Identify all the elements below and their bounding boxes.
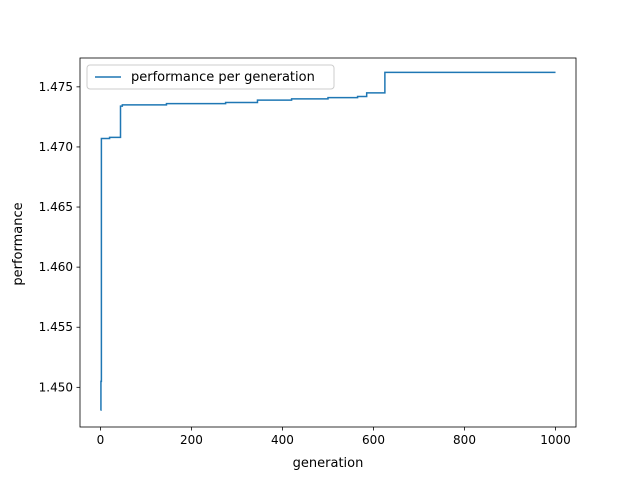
axes-frame xyxy=(79,57,577,428)
legend-entry-label: performance per generation xyxy=(131,70,315,85)
y-tick-label: 1.465 xyxy=(39,200,73,214)
plot-area xyxy=(100,71,556,411)
series-line-0 xyxy=(100,71,556,411)
y-tick-label: 1.475 xyxy=(39,80,73,94)
x-tick-label: 800 xyxy=(453,433,476,447)
legend-box xyxy=(86,64,335,90)
y-tick-label: 1.470 xyxy=(39,140,73,154)
x-tick-label: 0 xyxy=(97,433,105,447)
y-tick-label: 1.450 xyxy=(39,380,73,394)
y-tick-label: 1.460 xyxy=(39,260,73,274)
x-tick-label: 400 xyxy=(271,433,294,447)
y-axis-label: performance xyxy=(11,202,26,285)
y-tick-label: 1.455 xyxy=(39,320,73,334)
axes: 0 200 400 600 800 1000 1.450 1.455 1.460 1.465 1.4… xyxy=(39,57,577,447)
x-tick-label: 200 xyxy=(180,433,203,447)
x-axis-label: generation xyxy=(293,456,364,471)
legend: performance per generation xyxy=(86,64,335,90)
x-tick-label: 600 xyxy=(362,433,385,447)
x-tick-label: 1000 xyxy=(540,433,571,447)
